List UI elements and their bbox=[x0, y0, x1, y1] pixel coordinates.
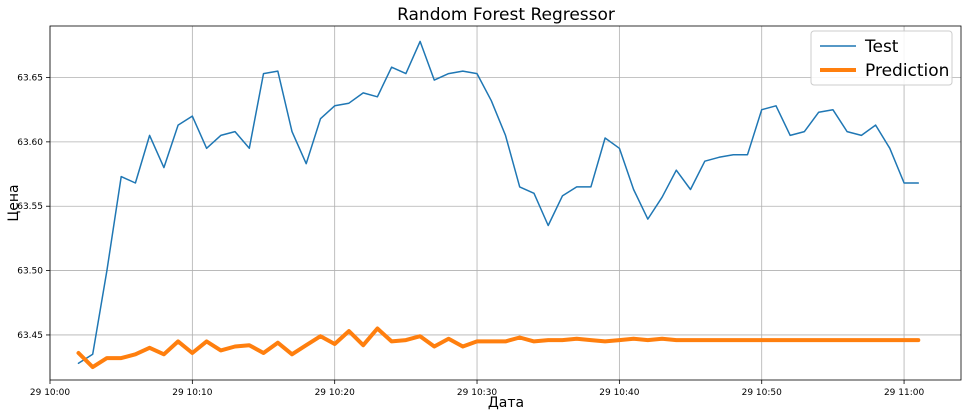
legend: Test Prediction bbox=[810, 30, 953, 86]
x-tick-label: 29 10:00 bbox=[30, 388, 71, 398]
y-tick-label: 63.60 bbox=[17, 138, 43, 148]
series-line-prediction bbox=[76, 326, 921, 370]
x-tick-label: 29 10:40 bbox=[599, 388, 640, 398]
x-tick-label: 29 11:00 bbox=[884, 388, 925, 398]
legend-label-test: Test bbox=[864, 37, 899, 57]
grid-lines bbox=[49, 26, 961, 380]
y-tick-label: 63.45 bbox=[17, 331, 43, 341]
series-layer bbox=[76, 40, 921, 370]
x-axis: 29 10:00 29 10:10 29 10:20 29 10:30 29 10:40… bbox=[30, 380, 925, 398]
x-tick-label: 29 10:50 bbox=[742, 388, 783, 398]
legend-label-prediction: Prediction bbox=[865, 61, 949, 81]
y-tick-label: 63.50 bbox=[17, 267, 43, 277]
y-tick-label: 63.65 bbox=[17, 73, 43, 83]
series-line-test bbox=[77, 40, 920, 365]
x-axis-label: Дата bbox=[488, 395, 524, 411]
x-tick-label: 29 10:20 bbox=[315, 388, 356, 398]
x-tick-label: 29 10:10 bbox=[172, 388, 213, 398]
x-tick-label: 29 10:30 bbox=[457, 388, 498, 398]
chart-title: Random Forest Regressor bbox=[397, 5, 615, 25]
plot-frame bbox=[49, 25, 962, 381]
y-axis: 63.45 63.50 63.55 63.60 63.65 bbox=[17, 73, 50, 341]
y-tick-label: 63.55 bbox=[17, 202, 43, 212]
y-axis-label: Цена bbox=[6, 184, 22, 221]
